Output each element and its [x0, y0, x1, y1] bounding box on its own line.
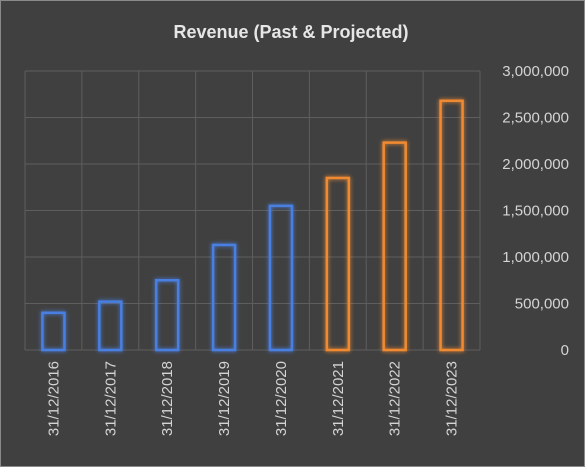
y-tick-label: 2,500,000	[502, 110, 569, 127]
x-category-label: 31/12/2016	[45, 361, 62, 436]
bar-31-12-2023	[439, 99, 464, 352]
x-category-label: 31/12/2023	[444, 361, 461, 436]
bar-31-12-2017	[98, 300, 123, 352]
bar-31-12-2018	[154, 279, 180, 352]
y-tick-label: 500,000	[515, 296, 569, 313]
bars	[41, 99, 464, 352]
gridlines	[24, 70, 481, 351]
x-category-label: 31/12/2020	[273, 361, 290, 436]
bar-31-12-2020	[268, 204, 294, 352]
chart-title: Revenue (Past & Projected)	[173, 22, 408, 42]
bar-31-12-2019	[211, 243, 237, 352]
bar-31-12-2016	[41, 311, 66, 352]
x-axis-category-labels: 31/12/2016 31/12/2017 31/12/2018 31/12/2019…	[45, 361, 460, 436]
x-category-label: 31/12/2018	[159, 361, 176, 436]
y-tick-label: 3,000,000	[502, 63, 569, 80]
bar-31-12-2022	[382, 141, 407, 352]
y-tick-label: 2,000,000	[502, 156, 569, 173]
y-tick-label: 1,000,000	[502, 249, 569, 266]
y-tick-label: 1,500,000	[502, 203, 569, 220]
x-category-label: 31/12/2022	[387, 361, 404, 436]
y-axis-tick-labels: 0 500,000 1,000,000 1,500,000 2,000,000 2,500…	[502, 63, 569, 359]
bar-31-12-2021	[325, 176, 351, 352]
x-category-label: 31/12/2017	[102, 361, 119, 436]
x-category-label: 31/12/2021	[330, 361, 347, 436]
y-tick-label: 0	[561, 342, 569, 359]
x-category-label: 31/12/2019	[216, 361, 233, 436]
